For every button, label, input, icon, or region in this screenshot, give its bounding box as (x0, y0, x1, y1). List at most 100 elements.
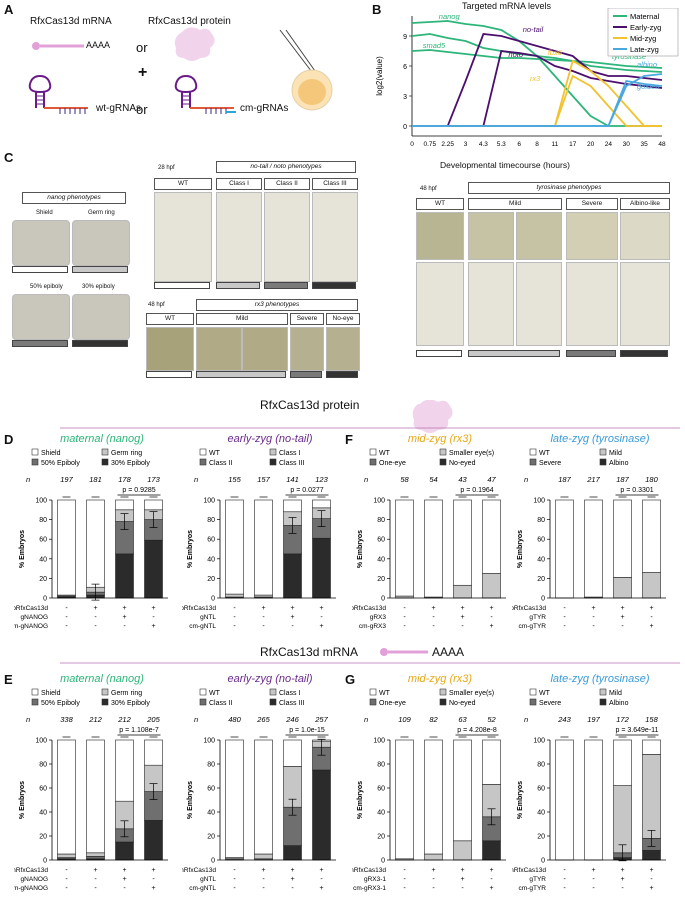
rx3-band-mild (196, 371, 286, 378)
condition-value: - (403, 867, 406, 874)
condition-label: gRX3 (370, 614, 387, 621)
mrna-label: RfxCas13d mRNA (30, 16, 112, 27)
legend-label: Severe (539, 460, 561, 467)
n-label: n (194, 475, 198, 484)
y-tick-label: 60 (377, 537, 385, 544)
panel-g-letter: G (345, 672, 356, 687)
legend-label: 50% Epiboly (41, 460, 80, 467)
condition-label: mRfxCas13d (182, 867, 216, 874)
condition-label: mRfxCas13d (512, 867, 546, 874)
legend-swatch (599, 688, 607, 696)
legend-label: Shield (41, 690, 61, 697)
y-tick-label: 40 (537, 556, 545, 563)
condition-value: + (431, 605, 435, 612)
condition-value: + (290, 876, 294, 883)
n-value: 82 (429, 715, 438, 724)
bar-segment (225, 739, 244, 858)
gene-label: nanog (439, 12, 461, 21)
y-tick-label: 20 (207, 834, 215, 841)
legend-label: WT (379, 690, 391, 697)
condition-value: - (65, 876, 68, 883)
legend-swatch (269, 698, 277, 706)
condition-label: gRX3-1 (364, 876, 386, 883)
condition-value: - (291, 885, 294, 892)
legend-swatch (439, 698, 447, 706)
legend-swatch (369, 458, 377, 466)
condition-value: - (262, 885, 265, 892)
y-tick-label: 0 (541, 858, 545, 865)
bar-segment (225, 499, 244, 595)
bar-segment (144, 539, 163, 599)
gene-label: no-tail (523, 25, 544, 34)
bar-segment (555, 499, 574, 599)
bar-segment (482, 499, 501, 574)
condition-value: - (490, 876, 493, 883)
legend-label: Class I (279, 690, 300, 697)
y-tick-label: 60 (377, 786, 385, 793)
y-axis-label: % Embryos (517, 530, 524, 568)
y-tick-label: 20 (377, 576, 385, 583)
panel-a-diagram (28, 27, 333, 114)
legend-swatch (529, 458, 537, 466)
condition-value: - (152, 876, 155, 883)
legend-swatch (199, 688, 207, 696)
panel-f-letter: F (345, 432, 353, 447)
yolk-icon (298, 79, 326, 105)
bar-segment (57, 499, 76, 596)
bar-segment (613, 785, 632, 854)
condition-value: - (233, 614, 236, 621)
line-x-tick-label: 48 (658, 141, 666, 148)
y-tick-label: 0 (381, 596, 385, 603)
bar-segment (115, 739, 134, 802)
y-tick-label: 0 (381, 858, 385, 865)
bar-segment (424, 499, 443, 598)
line-y-tick-label: 6 (403, 64, 407, 71)
ntl-wt-photo (154, 192, 212, 282)
ntl-class2-photo (264, 192, 310, 282)
n-value: 58 (400, 475, 409, 484)
nanog-class-30epiboly: 30% epiboly (82, 284, 115, 290)
condition-value: + (591, 605, 595, 612)
tyr-class-albino: Albino-like (620, 198, 670, 210)
bar-segment (283, 739, 302, 767)
condition-value: + (122, 867, 126, 874)
line-x-tick-label: 5.3 (497, 141, 506, 148)
condition-label: cm-gTYR (519, 885, 547, 892)
bar-segment (424, 739, 443, 855)
tyr-severe-head-photo (566, 212, 618, 260)
chart-title: mid-zyg (rx3) (408, 673, 473, 685)
y-tick-label: 100 (203, 738, 215, 745)
bar-segment (144, 499, 163, 511)
y-tick-label: 0 (43, 596, 47, 603)
y-tick-label: 60 (537, 786, 545, 793)
legend-swatch (369, 448, 377, 456)
panel-b-letter: B (372, 2, 382, 17)
gene-label: smad5 (423, 41, 446, 50)
legend-swatch (269, 688, 277, 696)
bar-segment (115, 499, 134, 511)
n-value: 172 (616, 715, 629, 724)
legend-label: Mild (609, 450, 622, 457)
section-mrna-polya: AAAA (432, 645, 465, 659)
bar-segment (86, 739, 105, 854)
condition-value: + (460, 614, 464, 621)
bar-segment (482, 840, 501, 861)
legend-swatch (439, 448, 447, 456)
line-x-tick-label: 8 (535, 141, 539, 148)
chart-title: late-zyg (tyrosinase) (550, 433, 649, 445)
legend-label: Germ ring (111, 690, 142, 697)
condition-label: gTYR (529, 876, 546, 883)
panel-b-title: Targeted mRNA levels (462, 1, 552, 11)
condition-label: pRfxCas13d (182, 605, 216, 612)
legend-label: 30% Epiboly (111, 700, 150, 707)
nanog-band-50epiboly (12, 340, 68, 347)
protein-blob-icon-2 (412, 400, 453, 433)
y-axis-label: % Embryos (19, 530, 26, 568)
n-value: 109 (398, 715, 411, 724)
line-x-tick-label: 35 (641, 141, 649, 148)
condition-value: - (233, 623, 236, 630)
chart-f-tyrosinase: late-zyg (tyrosinase) WT Mild Severe Albino n… (512, 433, 666, 630)
chart-title: late-zyg (tyrosinase) (550, 673, 649, 685)
y-tick-label: 100 (35, 738, 47, 745)
condition-value: + (151, 605, 155, 612)
